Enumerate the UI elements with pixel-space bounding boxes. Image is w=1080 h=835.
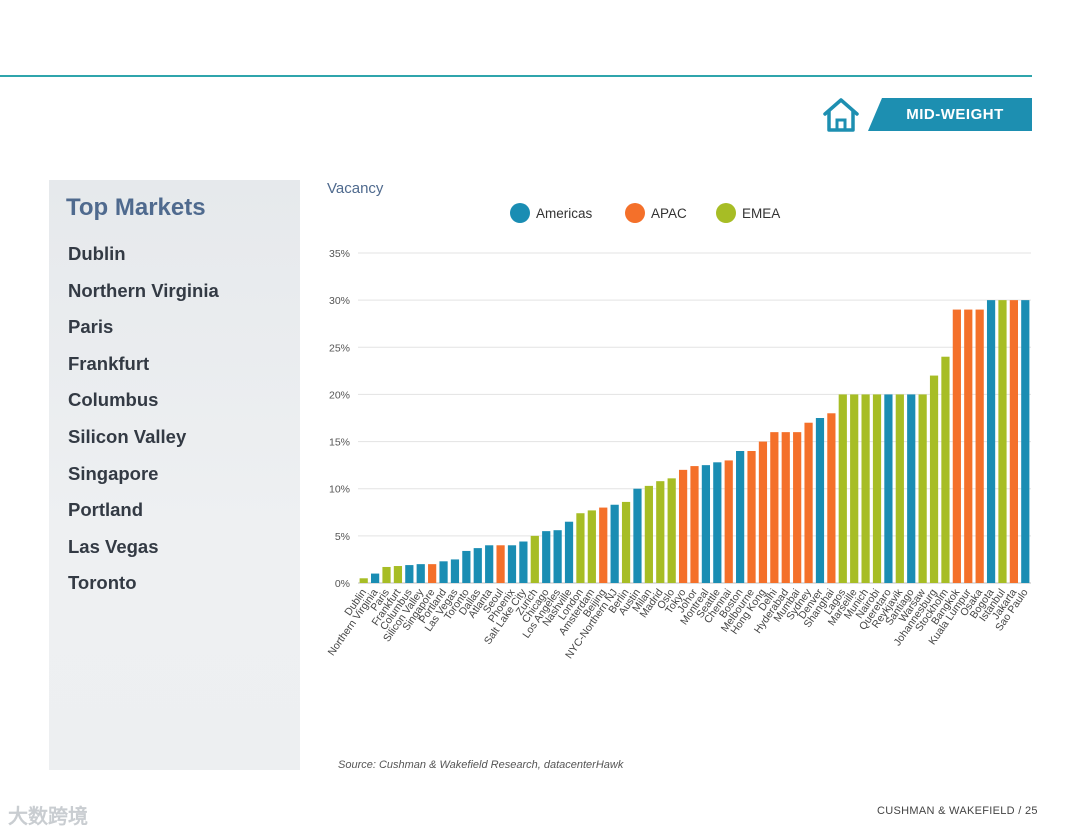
- bar: [678, 469, 688, 583]
- bar: [462, 550, 471, 583]
- bar: [701, 465, 711, 583]
- bar: [884, 394, 893, 583]
- bar: [724, 460, 733, 583]
- bar: [656, 481, 665, 583]
- y-tick-label: 0%: [335, 578, 350, 590]
- bar: [393, 566, 403, 583]
- bar: [507, 545, 517, 583]
- chart-title: Vacancy: [327, 180, 384, 197]
- bar: [519, 541, 528, 583]
- bar: [998, 300, 1007, 583]
- bar: [542, 531, 551, 583]
- page-footer: CUSHMAN & WAKEFIELD / 25: [877, 805, 1038, 817]
- bar: [496, 545, 505, 583]
- panel-title: Top Markets: [66, 194, 206, 221]
- bar: [359, 578, 368, 583]
- bar: [736, 451, 745, 583]
- market-item: Toronto: [68, 572, 137, 594]
- bar: [781, 432, 790, 583]
- bar: [918, 394, 927, 583]
- bar: [439, 561, 448, 583]
- bar: [770, 432, 779, 583]
- y-tick-label: 35%: [329, 248, 350, 260]
- legend-label: APAC: [651, 206, 687, 221]
- market-item: Paris: [68, 316, 114, 338]
- market-item: Frankfurt: [68, 352, 150, 374]
- bar: [553, 530, 562, 583]
- source-note: Source: Cushman & Wakefield Research, da…: [338, 759, 624, 771]
- market-item: Singapore: [68, 462, 159, 484]
- bar: [428, 564, 437, 583]
- bar: [850, 394, 859, 583]
- bar: [793, 432, 802, 583]
- market-item: Las Vegas: [68, 535, 159, 557]
- bar: [861, 394, 870, 583]
- bar: [929, 375, 939, 583]
- bar: [758, 441, 768, 583]
- bar: [644, 485, 653, 583]
- bar: [941, 356, 950, 583]
- y-tick-label: 5%: [335, 531, 350, 543]
- bar: [633, 488, 642, 583]
- bar: [599, 507, 608, 583]
- bar: [690, 466, 699, 583]
- bar: [713, 462, 722, 583]
- market-item: Portland: [68, 499, 144, 521]
- bar: [450, 559, 460, 583]
- bar: [986, 300, 996, 583]
- bar: [530, 535, 539, 583]
- y-tick-label: 25%: [329, 342, 350, 354]
- bar: [564, 521, 574, 583]
- bar: [815, 418, 825, 583]
- legend-marker: [716, 203, 736, 223]
- bar: [1009, 300, 1018, 583]
- market-item: Columbus: [68, 389, 159, 411]
- bar: [576, 513, 585, 583]
- bar: [587, 510, 596, 583]
- bar: [371, 573, 380, 583]
- bar: [621, 501, 631, 583]
- bar: [952, 309, 961, 583]
- legend-label: EMEA: [742, 206, 780, 221]
- bar: [838, 394, 847, 583]
- bar: [405, 565, 414, 583]
- legend-marker: [510, 203, 530, 223]
- top-markets-panel: Top Markets Dublin Northern Virginia Par…: [49, 180, 300, 770]
- market-item: Northern Virginia: [68, 279, 219, 301]
- bar: [964, 309, 973, 583]
- bar: [610, 504, 619, 583]
- bar: [1021, 300, 1030, 583]
- vacancy-chart: Vacancy Americas APAC EMEA 0% 5% 10% 15% 20% 25% 3…: [326, 180, 1031, 661]
- y-tick-label: 30%: [329, 295, 350, 307]
- bar: [872, 394, 882, 583]
- legend-label: Americas: [536, 206, 593, 221]
- bar: [975, 309, 984, 583]
- mid-weight-badge: MID-WEIGHT: [868, 98, 1032, 131]
- bar: [416, 564, 425, 583]
- y-tick-label: 15%: [329, 437, 350, 449]
- bar: [895, 394, 904, 583]
- y-tick-label: 10%: [329, 484, 350, 496]
- market-item: Silicon Valley: [68, 425, 187, 447]
- top-rule: [0, 75, 1032, 77]
- market-item: Dublin: [68, 243, 126, 264]
- bar: [485, 545, 494, 583]
- house-icon: [823, 98, 859, 132]
- bar: [747, 451, 756, 583]
- bar: [804, 422, 813, 583]
- bar: [827, 413, 836, 583]
- legend-marker: [625, 203, 645, 223]
- watermark: 大数跨境: [8, 806, 88, 828]
- y-tick-label: 20%: [329, 389, 350, 401]
- bar: [382, 566, 391, 583]
- bar: [667, 478, 676, 583]
- bar: [473, 548, 482, 583]
- bar: [907, 394, 916, 583]
- market-list: Dublin Northern Virginia Paris Frankfurt…: [68, 240, 219, 606]
